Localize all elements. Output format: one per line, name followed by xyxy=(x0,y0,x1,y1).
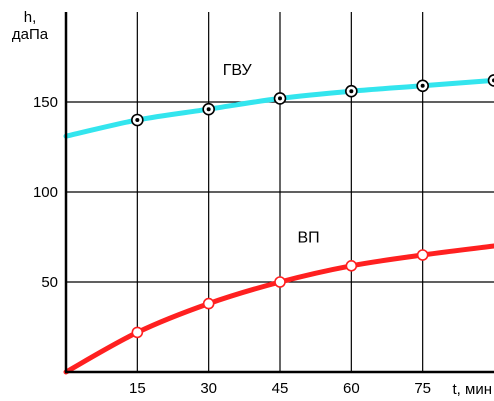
x-tick-label: 30 xyxy=(200,380,217,397)
grid xyxy=(66,12,494,372)
data-point-center xyxy=(349,89,354,94)
data-point-center xyxy=(420,83,425,88)
y-tick-label: 50 xyxy=(41,274,58,291)
data-point-center xyxy=(135,118,140,122)
y-tick-label: 100 xyxy=(33,184,58,201)
series-label: ВП xyxy=(297,229,319,246)
x-tick-label: 60 xyxy=(343,380,360,397)
data-point xyxy=(416,249,429,261)
data-point xyxy=(131,326,144,339)
y-tick-label: 150 xyxy=(33,94,58,111)
series-layer xyxy=(63,74,494,375)
x-tick-label: 15 xyxy=(129,380,146,397)
data-point-center xyxy=(278,96,282,101)
labels: h, даПа t, мин ГВУ ВП xyxy=(12,9,492,398)
data-point xyxy=(345,259,358,272)
y-axis-label: h, даПа xyxy=(12,9,49,43)
data-point xyxy=(487,74,494,87)
data-point-center xyxy=(206,107,211,112)
data-point xyxy=(274,276,286,288)
x-tick-label: 45 xyxy=(272,380,289,397)
y-axis-label-line: h, xyxy=(24,9,37,26)
y-axis-label-line: даПа xyxy=(12,26,49,43)
x-axis-label: t, мин xyxy=(453,381,492,398)
series-label: ГВУ xyxy=(223,62,253,79)
axes: 15 30 45 60 75 50 100 150 xyxy=(33,12,494,397)
data-point xyxy=(202,297,215,310)
x-tick-label: 75 xyxy=(414,380,431,397)
